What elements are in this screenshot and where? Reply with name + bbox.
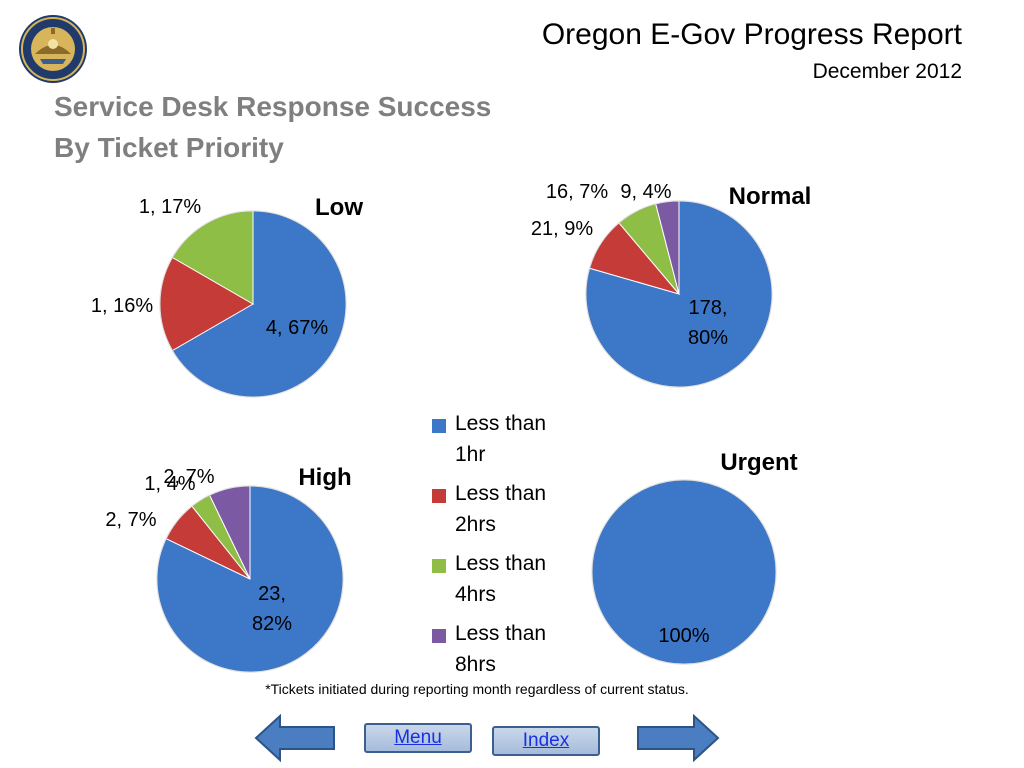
page-subtitle: Service Desk Response Success By Ticket … bbox=[54, 86, 491, 168]
oregon-seal-logo bbox=[19, 15, 87, 83]
data-label: 1, 17% bbox=[139, 196, 201, 218]
subtitle-line-2: By Ticket Priority bbox=[54, 132, 284, 163]
report-title: Oregon E-Gov Progress Report bbox=[541, 18, 962, 51]
pie-chart-high: 23, 82%2, 7%1, 4%2, 7% High bbox=[105, 464, 352, 673]
chart-title: High bbox=[298, 464, 351, 491]
pie-outline bbox=[585, 200, 773, 388]
legend-item-1hr: Less than 1hr bbox=[432, 408, 572, 478]
pie-chart-normal: 178, 80% 21, 9% 16, 7% 9, 4% Normal bbox=[531, 181, 812, 388]
legend-label: Less than 8hrs bbox=[455, 622, 547, 676]
data-label: 100% bbox=[658, 625, 709, 647]
chart-title: Normal bbox=[729, 183, 812, 210]
pie-outline bbox=[156, 485, 344, 673]
menu-button[interactable]: Menu bbox=[364, 723, 472, 753]
data-label: 9, 4% bbox=[620, 181, 671, 203]
pie-chart-low: 4, 67% 1, 16% 1, 17% Low bbox=[91, 194, 363, 398]
pie-slice bbox=[159, 256, 254, 352]
index-button[interactable]: Index bbox=[492, 726, 600, 756]
right-arrow-icon[interactable] bbox=[636, 714, 720, 762]
pie-chart-urgent: 100% Urgent bbox=[591, 449, 798, 665]
pie-slice bbox=[156, 485, 344, 673]
data-label: 2, 7% bbox=[105, 509, 156, 531]
data-label: 23, 82% bbox=[252, 583, 292, 635]
data-label: 21, 9% bbox=[531, 218, 593, 240]
data-label: 2, 7% bbox=[163, 466, 214, 488]
legend-item-4hrs: Less than 4hrs bbox=[432, 548, 572, 618]
legend-item-2hrs: Less than 2hrs bbox=[432, 478, 572, 548]
legend-swatch bbox=[432, 629, 446, 643]
pie-outline bbox=[591, 479, 777, 665]
pie-slice bbox=[171, 210, 254, 305]
legend-label: Less than 4hrs bbox=[455, 552, 547, 606]
pie-slice bbox=[591, 479, 777, 665]
chart-title: Urgent bbox=[720, 449, 797, 476]
pie-slice bbox=[655, 200, 680, 295]
data-label: 1, 16% bbox=[91, 295, 153, 317]
data-label: 16, 7% bbox=[546, 181, 608, 203]
legend-label: Less than 1hr bbox=[455, 412, 547, 466]
pie-slice bbox=[171, 210, 347, 398]
report-date: December 2012 bbox=[812, 60, 962, 83]
legend-label: Less than 2hrs bbox=[455, 482, 547, 536]
footnote: *Tickets initiated during reporting mont… bbox=[265, 681, 689, 697]
pie-slice bbox=[208, 485, 251, 580]
legend-item-8hrs: Less than 8hrs bbox=[432, 618, 572, 688]
data-label: 1, 4% bbox=[144, 473, 195, 495]
pie-outline bbox=[159, 210, 347, 398]
chart-legend: Less than 1hr Less than 2hrs Less than 4… bbox=[432, 408, 572, 688]
data-label: 178, 80% bbox=[688, 297, 728, 349]
legend-swatch bbox=[432, 419, 446, 433]
legend-swatch bbox=[432, 559, 446, 573]
left-arrow-icon[interactable] bbox=[254, 714, 336, 762]
chart-title: Low bbox=[315, 194, 363, 221]
legend-swatch bbox=[432, 489, 446, 503]
subtitle-line-1: Service Desk Response Success bbox=[54, 91, 492, 122]
data-label: 4, 67% bbox=[266, 317, 328, 339]
